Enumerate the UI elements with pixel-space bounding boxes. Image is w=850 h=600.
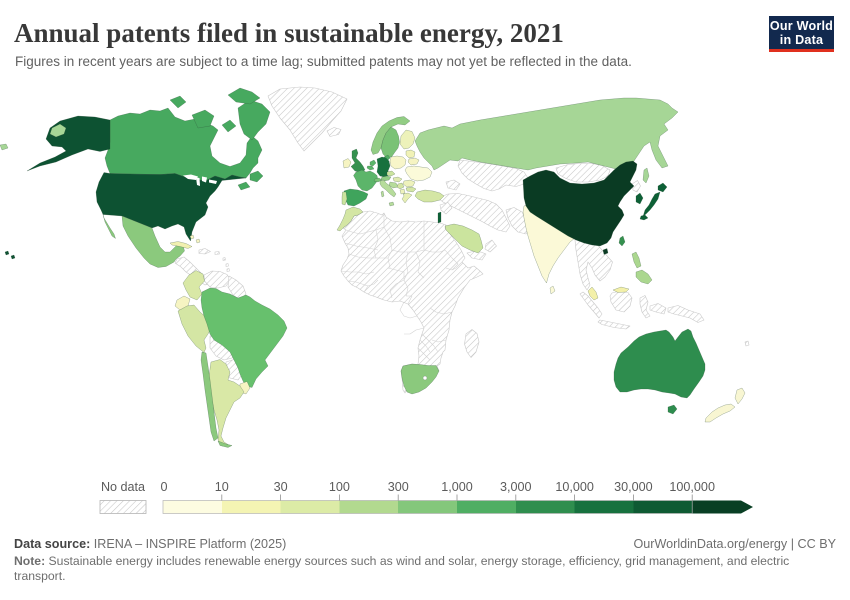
svg-text:30: 30: [274, 480, 288, 494]
svg-text:100: 100: [329, 480, 350, 494]
svg-text:0: 0: [160, 480, 167, 494]
svg-text:300: 300: [388, 480, 409, 494]
svg-text:10: 10: [215, 480, 229, 494]
svg-text:3,000: 3,000: [500, 480, 532, 494]
svg-text:30,000: 30,000: [614, 480, 653, 494]
svg-text:No data: No data: [101, 480, 145, 494]
svg-text:100,000: 100,000: [669, 480, 715, 494]
svg-text:1,000: 1,000: [441, 480, 473, 494]
svg-text:10,000: 10,000: [555, 480, 594, 494]
